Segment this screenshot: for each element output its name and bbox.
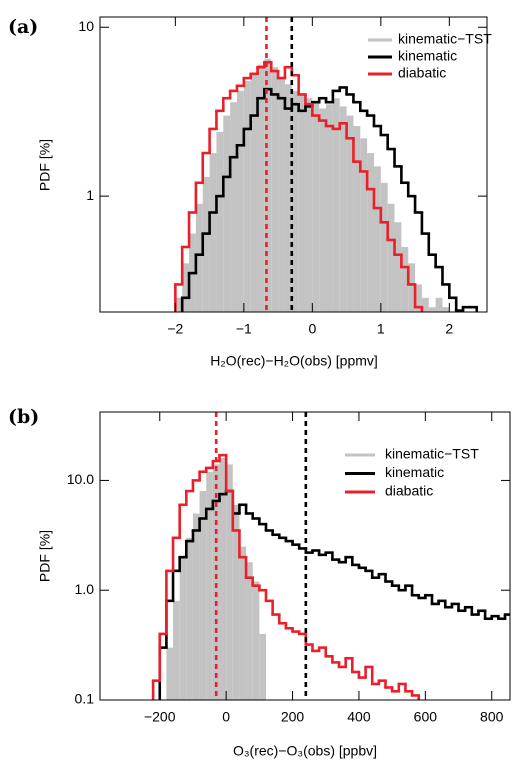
x-tick-label: 1	[377, 321, 385, 337]
histogram-bar	[278, 78, 285, 312]
histogram-bar	[179, 557, 187, 700]
legend-label: diabatic	[385, 483, 433, 499]
histogram-bar	[175, 297, 183, 312]
histogram-bar	[166, 647, 174, 700]
histogram-bar	[252, 581, 260, 700]
x-tick-label: 0	[308, 321, 316, 337]
x-tick-label: −2	[167, 321, 183, 337]
histogram-bar	[239, 546, 247, 700]
legend-label: kinematic−TST	[398, 31, 492, 47]
histogram-bar	[394, 222, 402, 312]
x-tick-label: −1	[236, 321, 252, 337]
x-tick-label: 200	[281, 709, 305, 725]
plot-frame	[99, 411, 511, 701]
plot-frame	[99, 16, 488, 313]
histogram-bar	[195, 203, 203, 312]
histogram-bar	[284, 84, 292, 312]
histogram-bar	[435, 297, 443, 312]
x-tick-label: 0	[222, 709, 230, 725]
y-tick-label: 1	[86, 187, 94, 203]
y-axis-label: PDF [%]	[37, 530, 53, 582]
histogram-bar	[199, 491, 207, 700]
histogram-bar	[173, 600, 180, 700]
histogram-bar	[305, 98, 313, 312]
plot-area	[174, 17, 479, 312]
x-axis-label: H₂O(rec)−H₂O(obs) [ppmv]	[210, 353, 378, 369]
y-tick-label: 10	[78, 18, 94, 34]
histogram-bar	[428, 307, 436, 312]
histogram-bar	[212, 464, 220, 700]
histogram-bar	[230, 102, 237, 312]
histogram-bar	[360, 138, 368, 312]
histogram-bar	[264, 58, 272, 312]
histogram-bar	[373, 166, 381, 312]
histogram-bar	[219, 458, 227, 700]
histogram-bar	[192, 513, 200, 700]
histogram-bar	[259, 633, 266, 700]
panel-label: (a)	[8, 16, 38, 38]
histogram-bar	[246, 562, 253, 700]
histogram-bar	[257, 64, 265, 312]
x-tick-label: 400	[347, 709, 371, 725]
histogram-bar	[332, 98, 340, 312]
legend-label: kinematic	[385, 464, 444, 480]
histogram-bar	[380, 182, 388, 312]
histogram-bar	[401, 246, 409, 312]
legend-label: diabatic	[398, 65, 446, 81]
histogram-bar	[271, 67, 279, 312]
histogram-bar	[387, 203, 395, 312]
histogram-bar	[216, 131, 224, 312]
x-tick-label: −200	[144, 709, 176, 725]
histogram-bar	[186, 537, 193, 700]
histogram-bar	[206, 471, 213, 700]
histogram-bar	[415, 284, 422, 312]
histogram-bar	[291, 90, 299, 312]
histogram-bar	[236, 90, 244, 312]
plot-area	[151, 412, 510, 700]
histogram-bar	[232, 504, 240, 700]
histogram-bar	[326, 104, 333, 312]
panel-label: (b)	[8, 406, 39, 428]
histogram-bar	[408, 263, 416, 312]
histogram-bar	[243, 81, 251, 312]
histogram-bar	[223, 115, 231, 312]
y-tick-label: 10.0	[67, 471, 94, 487]
histogram-bar	[298, 94, 306, 312]
y-tick-label: 0.1	[75, 691, 95, 707]
histogram-bar	[202, 176, 210, 312]
histogram-bar	[209, 153, 217, 312]
x-tick-label: 600	[414, 709, 438, 725]
x-tick-label: 800	[480, 709, 504, 725]
histogram-bar	[442, 307, 450, 312]
histogram-bar	[367, 153, 374, 312]
legend-label: kinematic	[398, 48, 457, 64]
legend-label: kinematic−TST	[385, 446, 479, 462]
histogram-bar	[339, 106, 347, 312]
histogram-bar	[182, 263, 190, 312]
x-tick-label: 2	[445, 321, 453, 337]
histogram-bar	[421, 297, 429, 312]
histogram-bar	[250, 73, 258, 312]
histogram-bar	[226, 464, 233, 700]
y-tick-label: 1.0	[75, 581, 95, 597]
histogram-bar	[319, 108, 327, 312]
y-axis-label: PDF [%]	[37, 139, 53, 191]
x-axis-label: O₃(rec)−O₃(obs) [ppbv]	[233, 743, 377, 759]
histogram-bar	[353, 126, 361, 312]
histogram-bar	[346, 115, 354, 312]
histogram-bar	[312, 102, 320, 312]
